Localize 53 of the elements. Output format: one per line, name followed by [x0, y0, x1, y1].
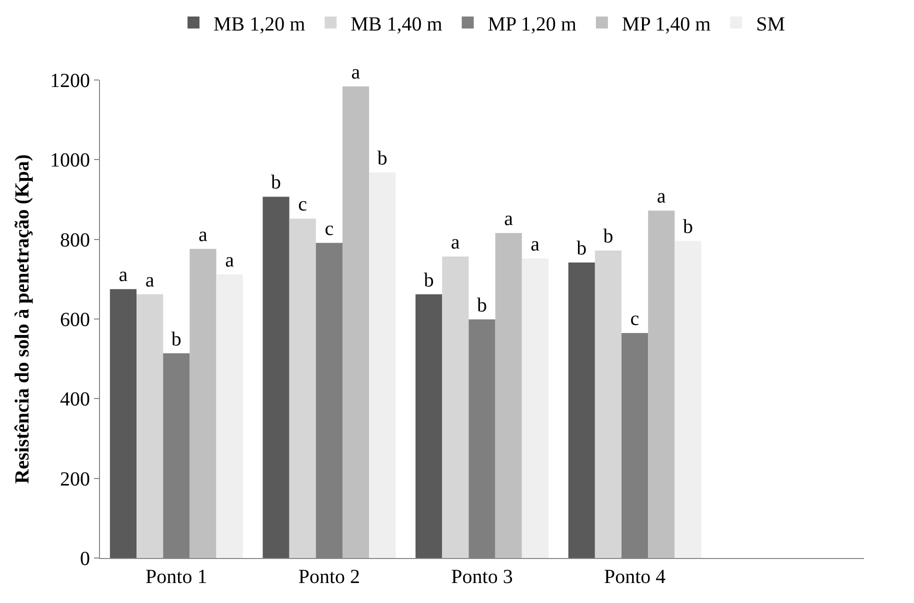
data-label: b [271, 172, 282, 194]
bar [136, 294, 164, 558]
data-label: b [171, 328, 182, 350]
bar [674, 240, 702, 558]
data-label: a [198, 224, 208, 246]
legend-label: SM [756, 13, 786, 36]
legend-label: MB 1,20 m [214, 13, 306, 36]
bar [442, 256, 469, 558]
legend-label: MB 1,40 m [350, 13, 443, 36]
data-label: b [576, 237, 587, 260]
bar [416, 294, 442, 558]
x-tick-label: Ponto 1 [146, 566, 208, 588]
y-tick-label: 800 [60, 229, 90, 252]
bar [342, 86, 370, 558]
y-tick-label: 400 [60, 388, 90, 411]
x-tick-label: Ponto 4 [604, 566, 666, 588]
bar [110, 289, 137, 558]
bar [262, 196, 290, 558]
bar [495, 232, 522, 558]
y-tick-label: 200 [60, 468, 90, 490]
bar [648, 210, 675, 558]
data-label: c [324, 218, 334, 240]
data-label: a [145, 269, 154, 292]
x-tick-label: Ponto 3 [451, 566, 513, 588]
y-axis-title: Resistência do solo à penetração (Kpa) [12, 154, 34, 484]
bar [190, 248, 216, 558]
data-label: c [298, 194, 308, 216]
bar [522, 258, 548, 558]
data-label: a [351, 61, 360, 84]
data-label: a [530, 233, 540, 256]
data-label: a [225, 249, 234, 272]
legend-label: MP 1,20 m [488, 13, 577, 36]
data-label: b [682, 216, 693, 238]
data-label: a [504, 208, 514, 230]
data-label: b [603, 225, 614, 248]
y-tick-label: 0 [80, 548, 90, 570]
data-label: c [630, 308, 640, 330]
y-tick-label: 600 [60, 309, 90, 331]
data-label: a [450, 231, 460, 254]
data-label: b [377, 147, 388, 170]
x-tick-label: Ponto 2 [298, 566, 360, 588]
y-tick-label: 1200 [50, 70, 90, 92]
data-label: a [118, 264, 128, 286]
data-label: b [477, 294, 487, 316]
bar [289, 218, 316, 558]
data-label: b [424, 269, 434, 292]
bar [568, 262, 595, 558]
data-label: a [656, 186, 666, 208]
bar [594, 250, 622, 558]
legend-label: MP 1,40 m [622, 13, 712, 36]
bar [216, 274, 243, 558]
y-tick-label: 1000 [50, 150, 90, 172]
bar [369, 172, 396, 558]
